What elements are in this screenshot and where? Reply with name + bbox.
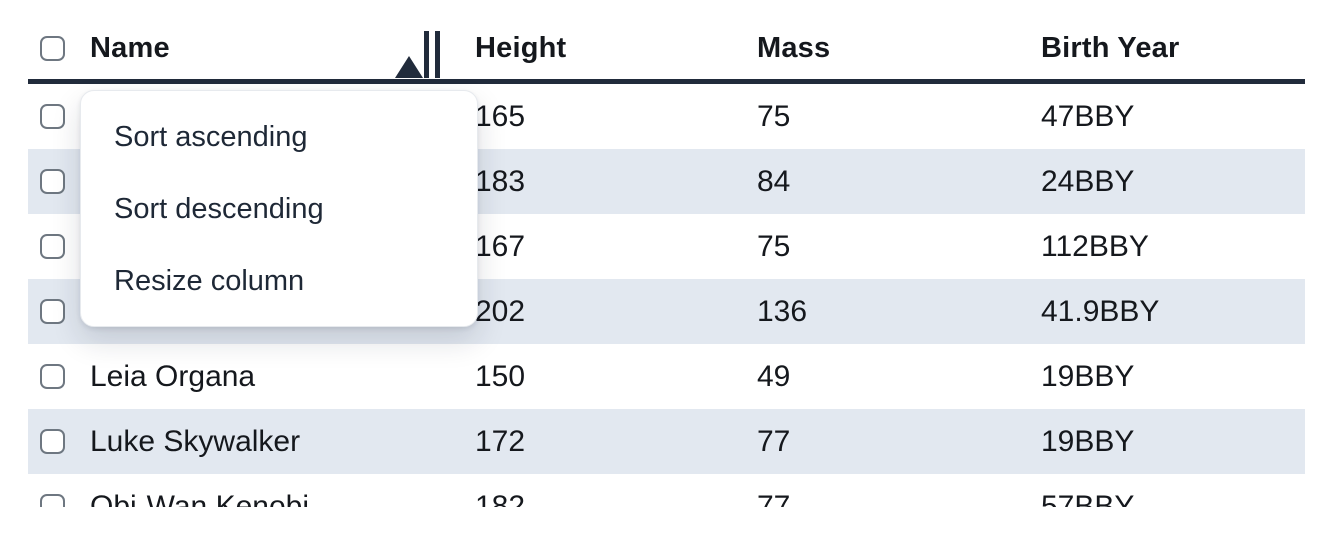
column-header-name-label: Name <box>90 32 170 64</box>
table-row: Leia Organa 150 49 19BBY <box>28 344 1305 409</box>
cell-name <box>28 214 475 279</box>
cell-birth-year: 19BBY <box>1041 424 1135 458</box>
cell-height: 182 <box>475 489 526 508</box>
row-checkbox[interactable] <box>40 494 65 507</box>
cell-mass: 75 <box>757 99 791 133</box>
row-checkbox[interactable] <box>40 104 65 129</box>
row-checkbox[interactable] <box>40 364 65 389</box>
cell-name-text: Obi-Wan Kenobi <box>90 489 309 508</box>
table-row: Luke Skywalker 172 77 19BBY <box>28 409 1305 474</box>
cell-birth-year: 47BBY <box>1041 99 1135 133</box>
cell-birth-year: 57BBY <box>1041 489 1135 508</box>
cell-name: Luke Skywalker <box>28 409 475 474</box>
column-header-birth-year-label: Birth Year <box>1041 32 1180 64</box>
column-menu: Sort ascending Sort descending Resize co… <box>80 90 478 327</box>
cell-name-text: Luke Skywalker <box>90 424 301 458</box>
column-menu-item[interactable]: Resize column <box>114 264 305 297</box>
cell-height: 183 <box>475 164 526 198</box>
cell-mass: 75 <box>757 229 791 263</box>
cell-name <box>28 279 475 344</box>
column-menu-item[interactable]: Sort descending <box>114 192 324 225</box>
column-header-height-label: Height <box>475 32 567 64</box>
row-checkbox[interactable] <box>40 429 65 454</box>
cell-height: 167 <box>475 229 526 263</box>
cell-birth-year: 41.9BBY <box>1041 294 1160 328</box>
row-checkbox[interactable] <box>40 169 65 194</box>
cell-birth-year: 24BBY <box>1041 164 1135 198</box>
cell-mass: 77 <box>757 424 791 458</box>
column-resize-handle-icon[interactable] <box>424 31 440 78</box>
column-header-mass-label: Mass <box>757 32 831 64</box>
column-header-mass[interactable]: Mass <box>757 0 1041 79</box>
cell-height: 202 <box>475 294 526 328</box>
cell-height: 172 <box>475 424 526 458</box>
table-row: Obi-Wan Kenobi 182 77 57BBY <box>28 474 1305 507</box>
cell-birth-year: 19BBY <box>1041 359 1135 393</box>
column-header-birth-year[interactable]: Birth Year <box>1041 0 1305 79</box>
cell-name-text: Leia Organa <box>90 359 256 393</box>
cell-birth-year: 112BBY <box>1041 229 1149 263</box>
cell-name: Obi-Wan Kenobi <box>28 474 475 507</box>
cell-mass: 77 <box>757 489 791 508</box>
row-checkbox[interactable] <box>40 299 65 324</box>
cell-name <box>28 149 475 214</box>
cell-name <box>28 84 475 149</box>
cell-mass: 84 <box>757 164 791 198</box>
column-menu-item[interactable]: Sort ascending <box>114 120 308 153</box>
row-checkbox[interactable] <box>40 234 65 259</box>
sort-ascending-icon <box>395 56 423 78</box>
column-header-name[interactable]: Name <box>28 0 475 79</box>
cell-height: 165 <box>475 99 526 133</box>
column-header-height[interactable]: Height <box>475 0 757 79</box>
cell-height: 150 <box>475 359 526 393</box>
cell-name: Leia Organa <box>28 344 475 409</box>
select-all-checkbox[interactable] <box>40 36 65 61</box>
cell-mass: 136 <box>757 294 808 328</box>
table-header-row: Name Height Mass Birth Year <box>28 0 1305 84</box>
cell-mass: 49 <box>757 359 791 393</box>
